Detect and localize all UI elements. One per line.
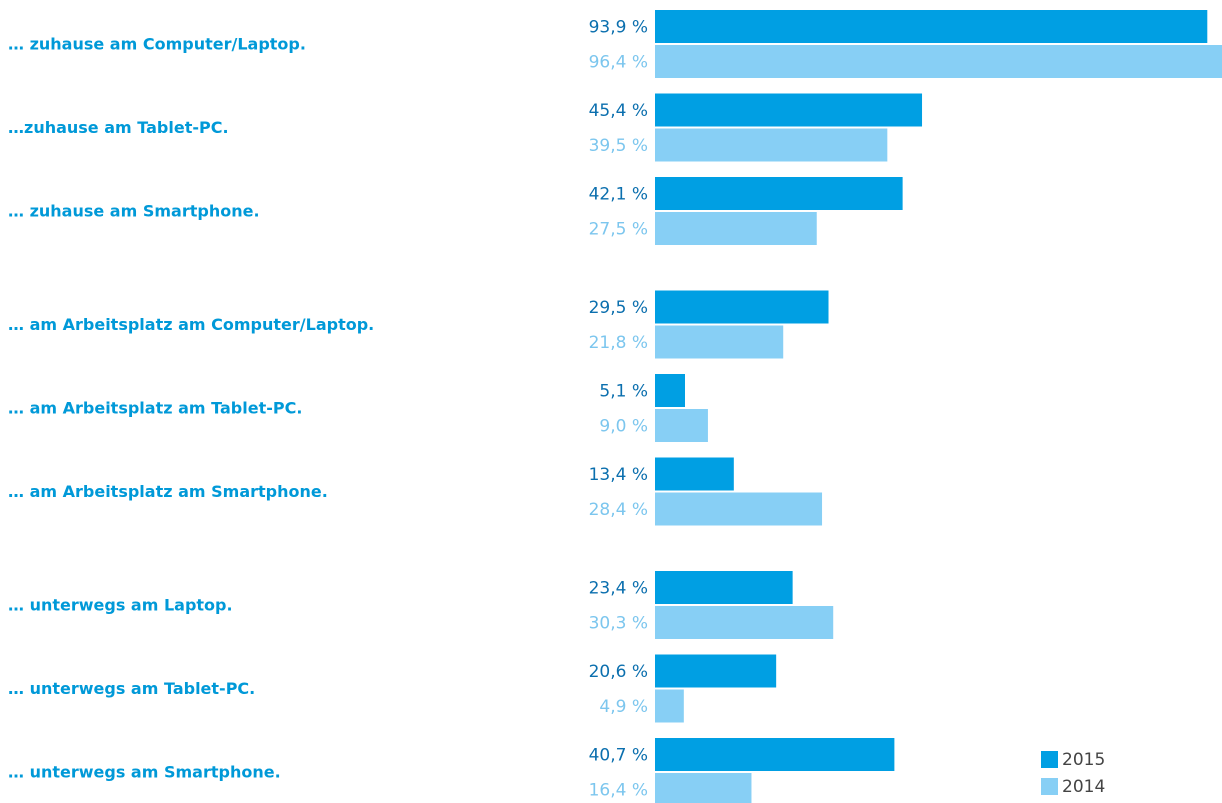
bar: [655, 177, 903, 210]
bar: [655, 93, 923, 127]
legend-label: 2014: [1062, 777, 1105, 797]
value-label: 21,8 %: [589, 333, 648, 353]
category-label: … unterwegs am Laptop.: [8, 596, 233, 615]
bar: [655, 689, 684, 723]
value-label: 30,3 %: [589, 614, 648, 634]
value-label: 40,7 %: [589, 746, 648, 766]
bar: [655, 10, 1208, 43]
value-label: 9,0 %: [599, 417, 648, 437]
value-label: 13,4 %: [589, 465, 648, 485]
bar: [655, 654, 777, 688]
category-label: … zuhause am Computer/Laptop.: [8, 35, 306, 54]
value-label: 5,1 %: [599, 382, 648, 402]
value-label: 27,5 %: [589, 220, 648, 240]
bar: [655, 606, 834, 639]
legend-swatch: [1041, 751, 1058, 768]
category-label: … zuhause am Smartphone.: [8, 202, 260, 221]
legend-swatch: [1041, 778, 1058, 795]
bar: [655, 492, 823, 526]
bar: [655, 212, 817, 245]
value-label: 93,9 %: [589, 18, 648, 38]
bar: [655, 128, 888, 162]
value-label: 39,5 %: [589, 136, 648, 156]
value-label: 4,9 %: [599, 697, 648, 717]
category-label: … am Arbeitsplatz am Computer/Laptop.: [8, 315, 374, 334]
bar: [655, 374, 685, 407]
value-label: 42,1 %: [589, 185, 648, 205]
value-label: 28,4 %: [589, 500, 648, 520]
value-label: 16,4 %: [589, 781, 648, 801]
category-label: … am Arbeitsplatz am Smartphone.: [8, 482, 328, 501]
value-label: 96,4 %: [589, 53, 648, 73]
category-label: … am Arbeitsplatz am Tablet-PC.: [8, 399, 302, 418]
bar: [655, 571, 793, 604]
category-label: …zuhause am Tablet-PC.: [8, 118, 229, 137]
value-label: 23,4 %: [589, 579, 648, 599]
bar: [655, 457, 734, 491]
bar: [655, 325, 784, 359]
bar: [655, 738, 895, 771]
category-label: … unterwegs am Smartphone.: [8, 763, 281, 782]
category-label: … unterwegs am Tablet-PC.: [8, 679, 255, 698]
value-label: 29,5 %: [589, 298, 648, 318]
legend-label: 2015: [1062, 750, 1105, 770]
bar: [655, 290, 829, 324]
value-label: 20,6 %: [589, 662, 648, 682]
bar: [655, 45, 1222, 78]
bar: [655, 409, 708, 442]
value-label: 45,4 %: [589, 101, 648, 121]
bar: [655, 773, 752, 803]
